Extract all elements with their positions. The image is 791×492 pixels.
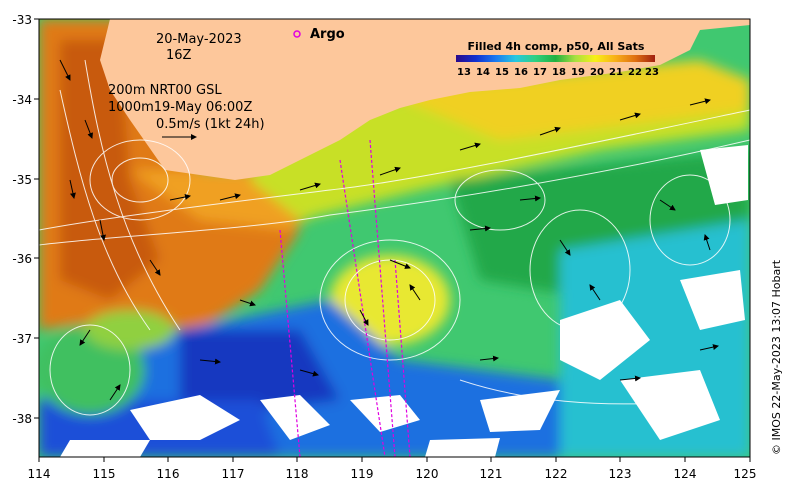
x-tick-label: 118 xyxy=(286,467,309,481)
x-tick-label: 122 xyxy=(545,467,568,481)
colorbar-tick: 16 xyxy=(514,67,528,78)
colorbar-tick: 15 xyxy=(495,67,509,78)
x-tick-label: 116 xyxy=(157,467,180,481)
y-tick-label: -35 xyxy=(12,173,32,187)
y-tick-label: -36 xyxy=(12,252,32,266)
velocity-arrows xyxy=(59,59,719,401)
date-label: 20-May-2023 xyxy=(156,32,242,47)
colorbar-tick: 14 xyxy=(476,67,490,78)
x-tick-label: 120 xyxy=(416,467,439,481)
x-tick-label: 124 xyxy=(674,467,697,481)
colorbar: Filled 4h comp, p50, All Sats 13 14 15 1… xyxy=(456,40,659,78)
colorbar-tick: 13 xyxy=(457,67,471,78)
y-tick-label: -33 xyxy=(12,13,32,27)
colorbar-tick: 20 xyxy=(590,67,604,78)
y-tick-label: -38 xyxy=(12,412,32,426)
scale-label: 0.5m/s (1kt 24h) xyxy=(156,117,265,132)
colorbar-tick: 18 xyxy=(552,67,566,78)
y-tick-label: -37 xyxy=(12,332,32,346)
colorbar-tick: 23 xyxy=(645,67,659,78)
time-label: 16Z xyxy=(166,48,192,63)
colorbar-tick: 22 xyxy=(628,67,642,78)
credit-label: © IMOS 22-May-2023 13:07 Hobart xyxy=(770,259,783,455)
x-tick-label: 123 xyxy=(609,467,632,481)
x-tick-label: 117 xyxy=(222,467,245,481)
colorbar-tick: 19 xyxy=(571,67,585,78)
colorbar-title: Filled 4h comp, p50, All Sats xyxy=(468,40,645,53)
x-tick-label: 114 xyxy=(28,467,51,481)
colorbar-tick: 21 xyxy=(609,67,623,78)
current-depth-label: 200m NRT00 GSL xyxy=(108,83,222,98)
colorbar-tick: 17 xyxy=(533,67,547,78)
x-axis xyxy=(38,457,751,462)
argo-tracks xyxy=(279,139,411,457)
y-axis xyxy=(34,18,39,419)
x-tick-label: 125 xyxy=(734,467,757,481)
argo-label: Argo xyxy=(310,27,345,42)
x-tick-label: 119 xyxy=(351,467,374,481)
x-tick-label: 121 xyxy=(480,467,503,481)
argo-marker-icon xyxy=(293,30,301,38)
sst-field xyxy=(39,19,750,457)
y-tick-label: -34 xyxy=(12,93,32,107)
x-tick-label: 115 xyxy=(93,467,116,481)
current-date-label: 1000m19-May 06:00Z xyxy=(108,100,252,115)
